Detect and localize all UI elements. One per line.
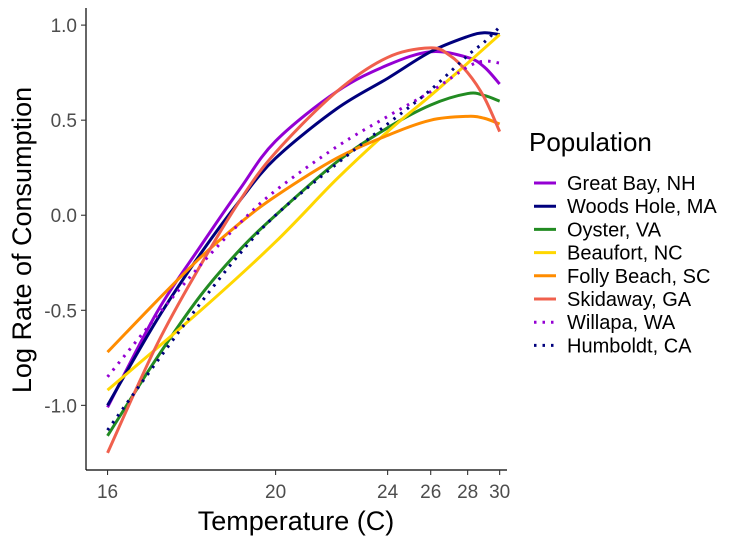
series-line-6: [106, 59, 500, 378]
x-tick-label-0: 16: [97, 482, 118, 503]
series-line-4: [106, 114, 501, 354]
legend-label-1: Woods Hole, MA: [567, 196, 717, 218]
legend-label-0: Great Bay, NH: [567, 173, 696, 195]
plot-lines: [106, 25, 502, 454]
legend-label-2: Oyster, VA: [567, 219, 662, 241]
y-tick-label-3: 0.5: [51, 111, 77, 132]
series-line-7: [106, 25, 501, 431]
x-tick-label-3: 26: [420, 482, 441, 503]
x-ticks: 16 20 24 26 28 30: [97, 470, 510, 503]
axes: [85, 8, 507, 471]
series-line-1: [106, 31, 500, 407]
legend-label-5: Skidaway, GA: [567, 289, 692, 311]
y-axis-title: Log Rate of Consumption: [7, 87, 37, 393]
legend-label-6: Willapa, WA: [567, 312, 676, 334]
x-tick-label-2: 24: [377, 482, 399, 503]
legend-label-7: Humboldt, CA: [567, 335, 692, 357]
x-tick-label-1: 20: [265, 482, 286, 503]
y-tick-label-2: 0.0: [51, 206, 77, 227]
series-line-3: [106, 33, 501, 392]
series-line-0: [106, 50, 501, 408]
series-line-5: [106, 46, 502, 454]
x-tick-label-5: 30: [489, 482, 510, 503]
y-tick-label-0: -1.0: [44, 396, 77, 417]
legend-title: Population: [529, 127, 652, 157]
legend-label-4: Folly Beach, SC: [567, 266, 710, 288]
x-tick-label-4: 28: [457, 482, 478, 503]
y-tick-label-1: -0.5: [44, 301, 77, 322]
y-ticks: -1.0 -0.5 0.0 0.5 1.0: [44, 16, 86, 417]
x-axis-title: Temperature (C): [198, 506, 395, 536]
legend-label-3: Beaufort, NC: [567, 243, 683, 265]
y-tick-label-4: 1.0: [51, 16, 77, 37]
series-line-2: [106, 91, 501, 437]
